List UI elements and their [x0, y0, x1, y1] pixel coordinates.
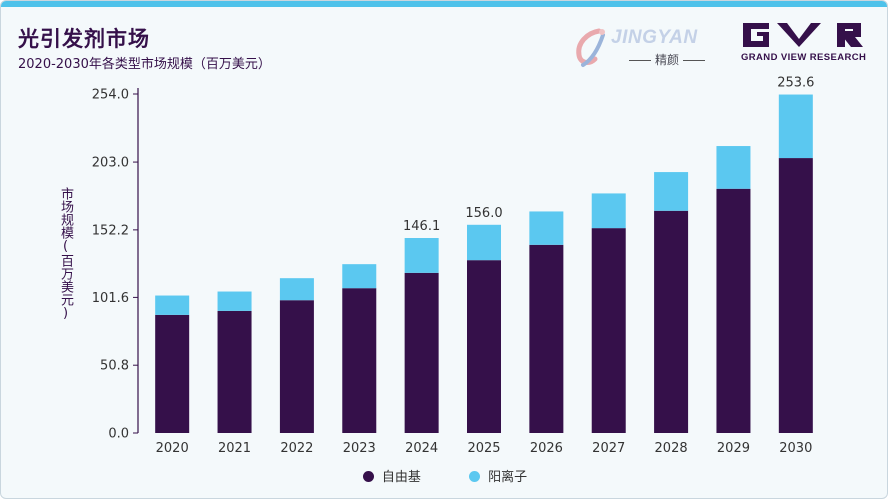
- x-tick-label: 2026: [530, 441, 563, 456]
- bar-radical: [591, 228, 626, 433]
- bar-cationic: [342, 264, 377, 289]
- jingyan-logo-sub-text: 精颜: [654, 53, 679, 67]
- bar-cationic: [467, 224, 501, 261]
- x-tick-label: 2020: [156, 441, 189, 456]
- y-tick-label: 101.6: [92, 291, 129, 306]
- top-accent-bar: [1, 1, 887, 7]
- bar-radical: [155, 314, 190, 433]
- legend-swatch-radical: [362, 471, 374, 482]
- gvr-logo-text: GRAND VIEW RESEARCH: [741, 52, 867, 63]
- legend-item-radical: 自由基: [362, 466, 421, 485]
- bar-radical: [404, 272, 439, 433]
- bar-cationic: [716, 146, 751, 189]
- y-axis-label: 市场规模(百万美元): [58, 187, 73, 321]
- y-tick-label: 254.0: [92, 88, 129, 103]
- legend-item-cationic: 阳离子: [469, 466, 527, 485]
- y-tick-label: 152.2: [92, 223, 129, 238]
- x-tick-label: 2022: [280, 441, 313, 456]
- y-tick-label: 0.0: [108, 427, 129, 442]
- bar-radical: [654, 210, 689, 433]
- bar-cationic: [404, 238, 439, 273]
- gvr-logo-icon: [743, 23, 863, 47]
- bar-radical: [529, 244, 564, 433]
- x-tick-label: 2021: [218, 441, 251, 456]
- x-tick-label: 2027: [592, 441, 625, 456]
- y-tick-label: 50.8: [100, 359, 129, 374]
- data-label: 146.1: [403, 219, 440, 234]
- bar-radical: [778, 158, 813, 433]
- x-tick-label: 2029: [717, 441, 750, 456]
- x-tick-label: 2025: [467, 441, 500, 456]
- chart-title: 光引发剂市场: [18, 27, 150, 51]
- x-tick-label: 2024: [405, 441, 438, 456]
- bar-cationic: [778, 94, 813, 159]
- x-tick-label: 2030: [779, 441, 812, 456]
- legend-label-radical: 自由基: [381, 470, 421, 485]
- bar-cationic: [217, 291, 252, 311]
- bar-cationic: [279, 278, 314, 301]
- legend-swatch-cationic: [469, 471, 481, 482]
- bar-radical: [467, 260, 501, 433]
- bar-cationic: [654, 172, 689, 211]
- bar-cationic: [155, 295, 190, 315]
- chart-subtitle: 2020-2030年各类型市场规模（百万美元）: [18, 57, 271, 72]
- y-tick-label: 203.0: [92, 156, 129, 171]
- bar-radical: [279, 300, 314, 433]
- data-label: 156.0: [465, 206, 502, 221]
- gvr-logo: GRAND VIEW RESEARCH: [741, 21, 871, 65]
- jingyan-logo-icon: [576, 28, 605, 67]
- x-tick-label: 2023: [343, 441, 376, 456]
- bar-cationic: [591, 193, 626, 229]
- jingyan-logo-word: JINGYAN: [611, 27, 698, 48]
- bar-radical: [716, 188, 751, 433]
- data-label: 253.6: [777, 76, 814, 91]
- jingyan-logo-sub: 精颜: [615, 51, 719, 68]
- bar-radical: [342, 288, 377, 433]
- jingyan-logo: JINGYAN 精颜: [569, 25, 719, 69]
- bar-radical: [217, 310, 252, 433]
- x-tick-label: 2028: [655, 441, 688, 456]
- legend-label-cationic: 阳离子: [488, 470, 528, 485]
- bar-cationic: [529, 211, 564, 245]
- legend: 自由基 阳离子: [1, 466, 887, 485]
